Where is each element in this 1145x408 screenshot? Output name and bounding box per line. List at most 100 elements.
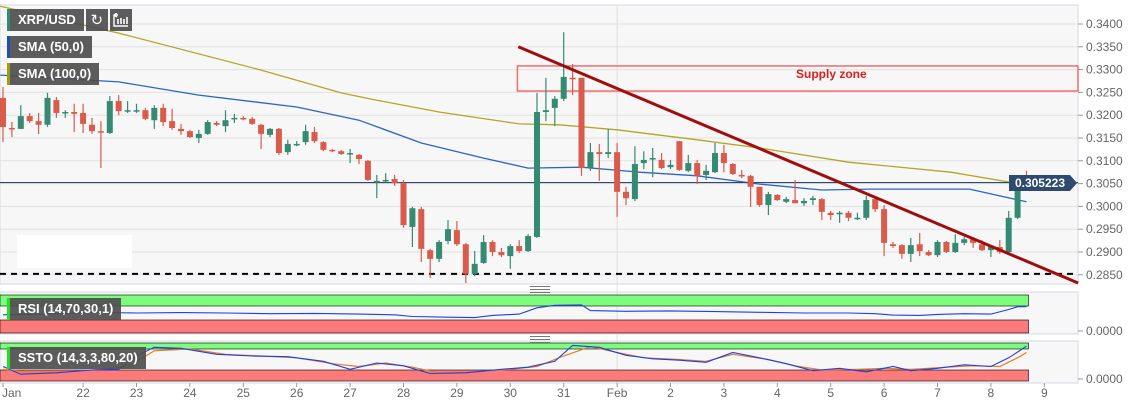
bearish-candle [925, 250, 932, 257]
candle-body [623, 191, 629, 199]
candle-body [631, 163, 638, 200]
rsi-legend[interactable]: RSI (14,70,30,1) [7, 298, 122, 320]
bearish-candle [71, 103, 78, 133]
candle-body [934, 241, 941, 256]
bearish-candle [453, 220, 460, 247]
bullish-candle [649, 148, 656, 178]
bullish-candle [62, 110, 69, 118]
y-tick-label: 0.3150 [1086, 131, 1123, 145]
y-tick-label: 0.2950 [1086, 222, 1123, 236]
candle-body [284, 143, 291, 153]
bullish-candle [605, 128, 612, 159]
bar-chart-icon[interactable] [109, 9, 132, 31]
bullish-candle [703, 164, 710, 180]
y-tick-label: 0.3250 [1086, 85, 1123, 99]
descending-trendline [517, 45, 1079, 285]
candle-body [979, 244, 985, 251]
current-price-tag: 0.305223 [1008, 175, 1078, 191]
candle-body [943, 241, 950, 252]
bullish-candle [436, 240, 443, 263]
bearish-candle [8, 122, 15, 138]
bullish-candle [302, 124, 309, 145]
candle-body [347, 153, 354, 155]
ssto-pane-resize-handle[interactable] [530, 336, 550, 343]
bullish-candle [507, 244, 514, 269]
rsi-line [2, 304, 1027, 319]
bearish-candle [338, 149, 345, 155]
sma100-legend[interactable]: SMA (100,0) [7, 63, 100, 85]
bearish-candle [462, 242, 469, 284]
blank-overlay [17, 235, 132, 268]
bearish-candle [676, 141, 683, 171]
bullish-candle [525, 234, 532, 252]
bullish-candle [17, 105, 24, 129]
bearish-candle [916, 232, 923, 257]
bullish-candle [551, 96, 558, 127]
candle-body [89, 124, 95, 132]
y-tick-label: 0.3400 [1086, 17, 1123, 31]
bearish-candle [792, 179, 799, 204]
rsi-overbought-band [0, 294, 1029, 307]
candle-body [756, 186, 763, 206]
candle-body [534, 112, 540, 237]
symbol-label[interactable]: XRP/USD [7, 9, 84, 31]
x-tick-label: 9 [1041, 386, 1048, 400]
bearish-candle [898, 244, 905, 259]
bearish-candle [329, 148, 336, 153]
candle-body [35, 121, 42, 125]
x-tick-label: 23 [130, 386, 144, 400]
candle-body [551, 98, 558, 108]
bearish-candle [35, 112, 42, 134]
candle-body [516, 246, 523, 252]
candle-body [525, 236, 532, 252]
candle-body [160, 107, 167, 123]
ssto-oversold-band [0, 369, 1029, 382]
candle-body [881, 209, 888, 243]
bearish-candle [169, 108, 176, 130]
candle-body [231, 117, 238, 120]
sma50-legend[interactable]: SMA (50,0) [7, 36, 92, 58]
sma100-label: SMA (100,0) [18, 66, 92, 81]
bearish-candle [872, 196, 879, 212]
ssto-label: SSTO (14,3,3,80,20) [18, 350, 138, 365]
candle-body [267, 128, 273, 135]
rsi-axis-label: 0.0000 [1086, 324, 1123, 338]
candle-body [364, 160, 371, 180]
candle-body [1014, 179, 1021, 218]
bullish-candle [382, 173, 389, 183]
candle-body [151, 107, 158, 121]
bullish-candle [284, 139, 291, 155]
candle-body [801, 200, 807, 204]
ssto-legend[interactable]: SSTO (14,3,3,80,20) [7, 347, 146, 369]
bullish-candle [231, 113, 238, 123]
candle-body [204, 122, 211, 134]
candle-body [213, 122, 220, 125]
candle-body [863, 200, 870, 218]
bullish-candle [952, 234, 959, 253]
bearish-candle [178, 123, 184, 135]
bearish-candle [489, 240, 496, 257]
refresh-icon[interactable]: ↻ [85, 9, 108, 31]
candle-body [418, 209, 425, 249]
bearish-candle [738, 169, 745, 179]
candle-body [649, 158, 656, 160]
candle-body [115, 101, 122, 112]
bullish-candle [124, 101, 131, 113]
bearish-candle [747, 174, 754, 207]
bearish-candle [186, 129, 193, 138]
candle-body [605, 152, 612, 154]
bullish-candle [373, 174, 380, 199]
candle-body [71, 112, 78, 114]
bearish-candle [160, 103, 167, 127]
bullish-candle [961, 236, 968, 246]
bullish-candle [934, 240, 941, 258]
y-tick-label: 0.2900 [1086, 245, 1123, 259]
candle-body [106, 101, 113, 133]
candle-body [774, 195, 781, 201]
rsi-pane-resize-handle[interactable] [530, 286, 550, 293]
bearish-candle [80, 103, 87, 133]
candle-body [409, 208, 416, 227]
bullish-candle [534, 92, 540, 238]
bullish-candle [44, 92, 51, 128]
